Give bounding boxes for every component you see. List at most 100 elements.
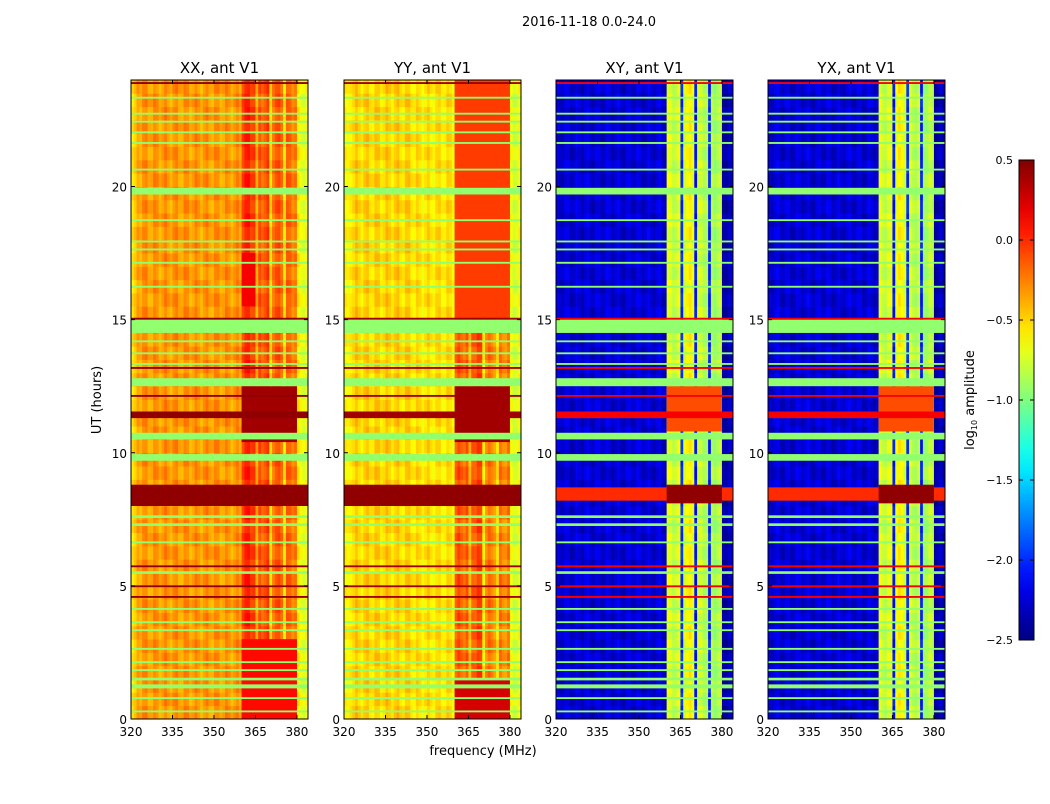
heatmap-cell	[208, 253, 211, 267]
heatmap-cell	[206, 639, 209, 653]
heatmap-cell	[269, 333, 272, 347]
heatmap-cell	[197, 466, 200, 480]
heatmap-cell	[211, 466, 214, 480]
heatmap-cell	[200, 533, 203, 547]
heatmap-cell	[297, 439, 300, 453]
heatmap-cell	[172, 400, 175, 414]
heatmap-cell	[496, 639, 499, 653]
heatmap-cell	[369, 533, 372, 547]
heatmap-cell	[413, 533, 416, 547]
heatmap-cell	[206, 160, 209, 174]
heatmap-cell	[258, 519, 261, 533]
heatmap-cell	[206, 173, 209, 187]
heatmap-cell	[153, 666, 156, 680]
heatmap-cell	[485, 573, 488, 587]
heatmap-cell	[233, 626, 236, 640]
heatmap-cell	[474, 333, 477, 347]
heatmap-cell	[186, 613, 189, 627]
heatmap-cell	[145, 160, 148, 174]
heatmap-cell	[208, 626, 211, 640]
heatmap-cell	[197, 293, 200, 307]
heatmap-cell	[184, 80, 187, 94]
heatmap-cell	[222, 386, 225, 400]
heatmap-cell	[363, 706, 366, 720]
heatmap-cell	[482, 466, 485, 480]
heatmap-cell	[203, 573, 206, 587]
heatmap-cell	[153, 226, 156, 240]
heatmap-cell	[358, 466, 361, 480]
heatmap-cell	[148, 626, 151, 640]
heatmap-cell	[134, 626, 137, 640]
heatmap-cell	[137, 692, 140, 706]
heatmap-cell	[242, 133, 245, 147]
heatmap-cell	[197, 133, 200, 147]
heatmap-cell	[391, 639, 394, 653]
heatmap-cell	[463, 573, 466, 587]
heatmap-cell	[195, 613, 198, 627]
heatmap-cell	[300, 253, 303, 267]
heatmap-cell	[424, 533, 427, 547]
heatmap-cell	[222, 573, 225, 587]
heatmap-cell	[167, 639, 170, 653]
heatmap-cell	[236, 173, 239, 187]
heatmap-cell	[278, 200, 281, 214]
heatmap-cell	[460, 466, 463, 480]
heatmap-cell	[134, 439, 137, 453]
heatmap-cell	[496, 466, 499, 480]
heatmap-cell	[161, 93, 164, 107]
heatmap-cell	[457, 466, 460, 480]
heatmap-cell	[139, 333, 142, 347]
heatmap-cell	[231, 599, 234, 613]
heatmap-cell	[255, 200, 258, 214]
heatmap-cell	[352, 466, 355, 480]
heatmap-cell	[460, 613, 463, 627]
heatmap-cell	[139, 266, 142, 280]
heatmap-cell	[363, 626, 366, 640]
heatmap-cell	[482, 573, 485, 587]
heatmap-cell	[410, 400, 413, 414]
heatmap-cell	[369, 599, 372, 613]
heatmap-cell	[452, 333, 455, 347]
heatmap-cell	[197, 599, 200, 613]
heatmap-cell	[347, 439, 350, 453]
heatmap-cell	[416, 573, 419, 587]
heatmap-cell	[192, 360, 195, 374]
heatmap-cell	[457, 599, 460, 613]
heatmap-cell	[402, 439, 405, 453]
heatmap-cell	[222, 533, 225, 547]
heatmap-cell	[297, 266, 300, 280]
heatmap-cell	[363, 652, 366, 666]
heatmap-cell	[175, 466, 178, 480]
heatmap-cell	[242, 626, 245, 640]
heatmap-cell	[286, 200, 289, 214]
heatmap-cell	[347, 519, 350, 533]
heatmap-cell	[153, 160, 156, 174]
heatmap-cell	[134, 293, 137, 307]
heatmap-cell	[192, 439, 195, 453]
heatmap-cell	[164, 253, 167, 267]
heatmap-cell	[405, 333, 408, 347]
heatmap-cell	[228, 160, 231, 174]
heatmap-cell	[402, 599, 405, 613]
heatmap-cell	[452, 706, 455, 720]
heatmap-cell	[485, 533, 488, 547]
heatmap-cell	[515, 666, 518, 680]
heatmap-cell	[515, 533, 518, 547]
heatmap-cell	[159, 652, 162, 666]
heatmap-cell	[515, 360, 518, 374]
heatmap-cell	[186, 293, 189, 307]
heatmap-cell	[468, 533, 471, 547]
heatmap-cell	[460, 360, 463, 374]
heatmap-cell	[302, 173, 305, 187]
heatmap-cell	[181, 266, 184, 280]
heatmap-cell	[255, 519, 258, 533]
heatmap-cell	[214, 573, 217, 587]
heatmap-cell	[250, 573, 253, 587]
heatmap-cell	[156, 133, 159, 147]
heatmap-cell	[178, 253, 181, 267]
heatmap-cell	[142, 160, 145, 174]
heatmap-cell	[137, 266, 140, 280]
heatmap-cell	[261, 626, 264, 640]
heatmap-cell	[374, 652, 377, 666]
heatmap-cell	[153, 266, 156, 280]
